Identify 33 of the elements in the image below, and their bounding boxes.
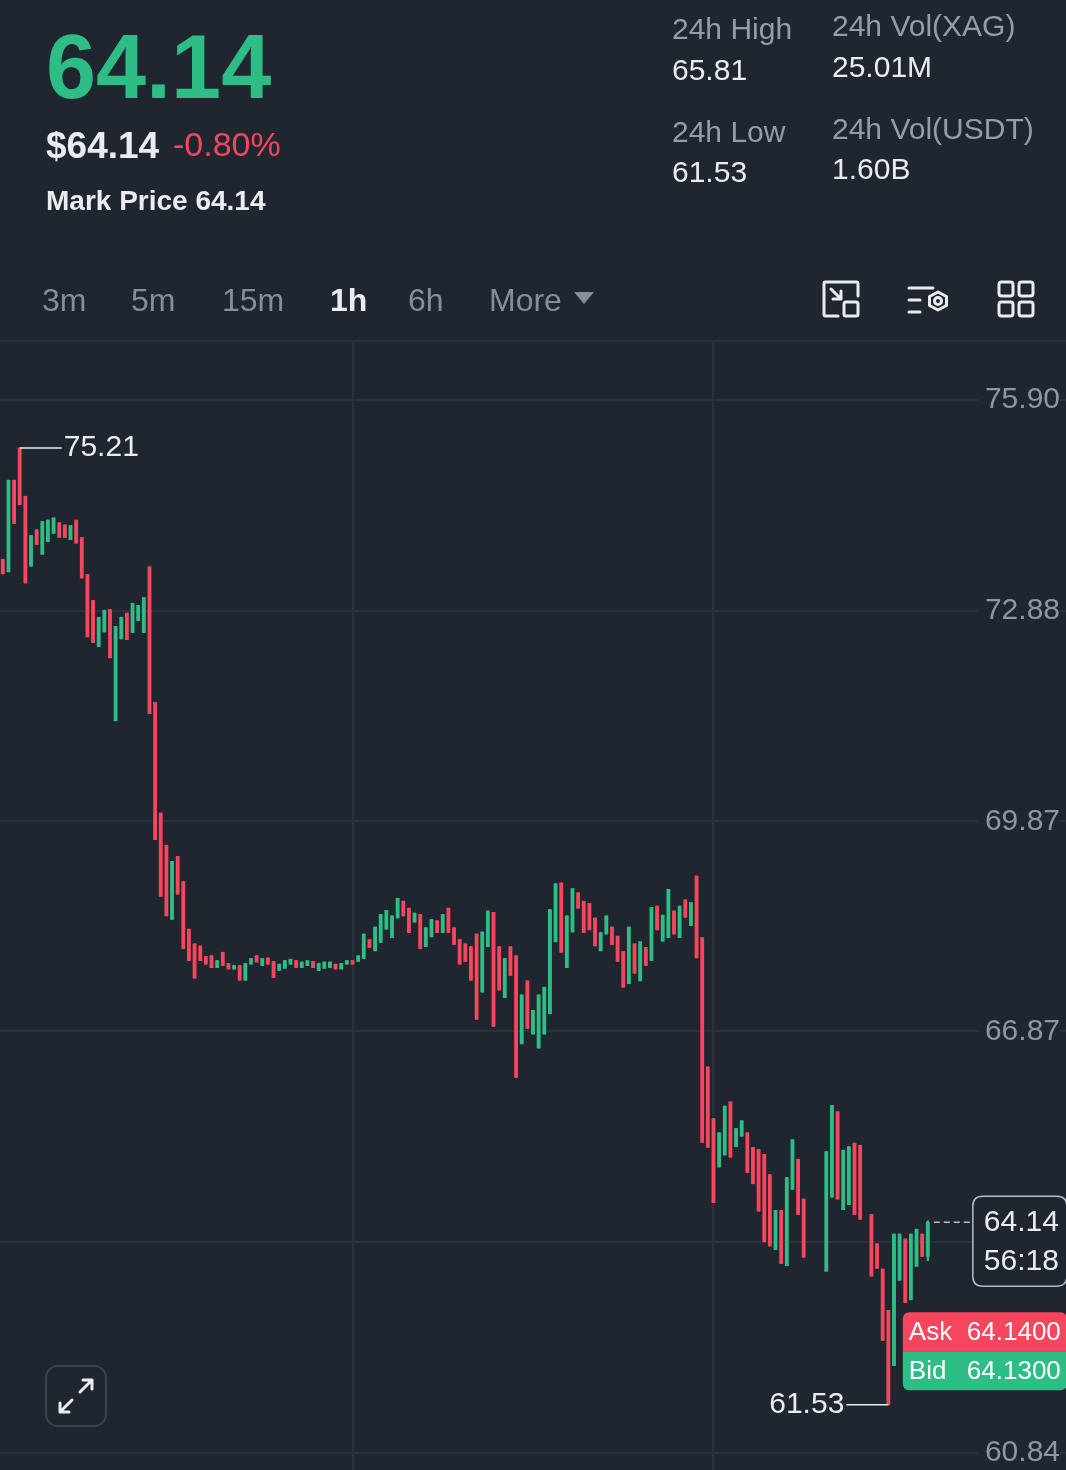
candlestick <box>249 958 253 965</box>
y-tick-label: 60.84 <box>984 1434 1060 1468</box>
text: 64.14 <box>46 16 272 117</box>
text: 24h Vol(XAG) <box>832 8 1016 42</box>
ref-line-label: 64.14 <box>983 1204 1059 1238</box>
annotation: 75.21 <box>63 429 139 463</box>
text: -0.80% <box>173 125 281 164</box>
annotation: 56:18 <box>983 1243 1059 1277</box>
text: 24h High <box>672 11 793 45</box>
text: 1.60B <box>832 151 911 185</box>
y-tick-label: 69.87 <box>984 802 1060 836</box>
annotation: Bid 64.1300 <box>908 1354 1061 1385</box>
text: $64.14 <box>46 124 160 166</box>
text: 65.81 <box>672 52 748 86</box>
text: More <box>489 282 562 319</box>
annotation: Ask 64.1400 <box>908 1315 1061 1346</box>
annotation: 61.53 <box>769 1386 845 1420</box>
text: 15m <box>222 282 285 319</box>
y-tick-label: 66.87 <box>984 1012 1060 1046</box>
text: 24h Low <box>672 114 786 148</box>
text: 25.01M <box>832 49 933 83</box>
text: 6h <box>408 282 444 319</box>
text: Mark Price 64.14 <box>46 184 266 216</box>
y-tick-label: 75.90 <box>984 381 1060 415</box>
candlestick <box>265 957 270 965</box>
candlestick <box>232 965 236 970</box>
candlestick <box>328 961 332 968</box>
y-tick-label: 72.88 <box>984 592 1060 626</box>
text: 61.53 <box>672 154 748 188</box>
text: 3m <box>42 282 87 319</box>
text: 1h <box>330 282 368 319</box>
text: 5m <box>131 282 176 319</box>
text: 24h Vol(USDT) <box>832 111 1034 145</box>
